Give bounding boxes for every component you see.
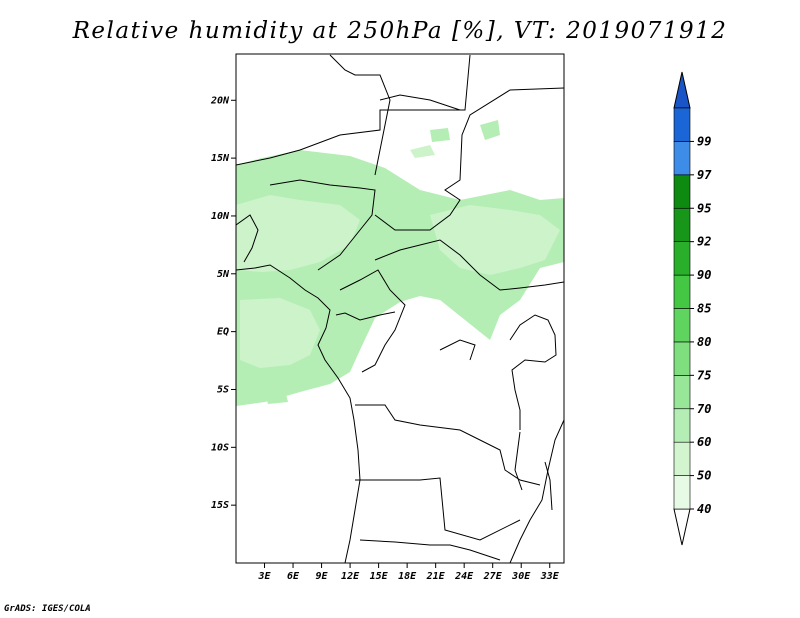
colorbar-label: 60 — [697, 435, 711, 449]
colorbar-bin — [673, 241, 691, 276]
longitude-axis: 3E 6E 9E 12E 15E 18E 21E 24E 27E 30E 33E — [257, 563, 560, 582]
lon-tick-label: 15E — [370, 571, 389, 582]
colorbar-bin — [673, 141, 691, 176]
colorbar-bin — [673, 341, 691, 376]
humidity-patch-1 — [480, 120, 500, 140]
colorbar-bin — [673, 475, 691, 510]
colorbar-bin — [673, 408, 691, 443]
colorbar-top-arrow — [673, 71, 691, 109]
colorbar-bin — [673, 308, 691, 343]
lon-tick-label: 21E — [426, 571, 446, 582]
humidity-area-gulf — [240, 298, 320, 368]
colorbar-label: 75 — [697, 368, 711, 382]
lat-tick-label: 20N — [210, 95, 230, 106]
lon-tick-label: 18E — [398, 571, 417, 582]
lon-tick-label: 33E — [540, 571, 560, 582]
lat-tick-label: 10S — [211, 442, 229, 453]
country-borders — [236, 54, 564, 563]
lat-tick-label: 15N — [211, 153, 230, 164]
colorbar-bin — [673, 441, 691, 476]
lon-tick-label: 30E — [511, 571, 531, 582]
coastline-east — [509, 419, 564, 563]
lat-tick-label: 10N — [211, 211, 230, 222]
latitude-axis: 20N 15N 10N 5N EQ 5S 10S 15S — [210, 95, 236, 511]
colorbar-bin — [673, 107, 691, 142]
humidity-patch-3 — [430, 128, 450, 142]
lon-tick-label: 24E — [454, 571, 474, 582]
colorbar-bottom-arrow — [673, 508, 691, 546]
colorbar-label: 95 — [697, 201, 711, 215]
coastline-west — [236, 264, 361, 563]
humidity-patch-2 — [410, 145, 435, 158]
map-frame — [235, 53, 565, 564]
lon-tick-label: 27E — [483, 571, 503, 582]
lon-tick-label: 6E — [287, 571, 300, 582]
lat-tick-label: 5S — [217, 384, 229, 395]
humidity-patch-4 — [265, 390, 288, 404]
lon-tick-label: 3E — [257, 571, 271, 582]
lat-tick-label: 5N — [217, 269, 230, 280]
colorbar-label: 85 — [697, 302, 711, 316]
colorbar-bin — [673, 375, 691, 410]
colorbar-label: 50 — [697, 469, 711, 483]
colorbar-label: 70 — [697, 402, 711, 416]
colorbar-bin — [673, 174, 691, 209]
lat-tick-label: EQ — [217, 327, 229, 338]
humidity-shading — [236, 120, 564, 406]
colorbar-label: 40 — [697, 502, 711, 516]
humidity-area-west-inner — [236, 195, 360, 272]
lon-tick-label: 12E — [341, 571, 360, 582]
colorbar-label: 80 — [697, 335, 711, 349]
lon-tick-label: 9E — [316, 571, 329, 582]
colorbar-label: 92 — [697, 235, 711, 249]
colorbar-label: 97 — [697, 168, 712, 182]
colorbar: 40 50 60 70 75 80 85 90 92 95 97 99 — [673, 71, 712, 546]
lat-tick-label: 15S — [211, 500, 229, 511]
map-title: Relative humidity at 250hPa [%], VT: 201… — [72, 18, 728, 44]
colorbar-label: 90 — [697, 268, 711, 282]
colorbar-bin — [673, 274, 691, 309]
colorbar-bin — [673, 207, 691, 242]
colorbar-label: 99 — [697, 134, 711, 148]
credit-label: GrADS: IGES/COLA — [4, 604, 91, 614]
